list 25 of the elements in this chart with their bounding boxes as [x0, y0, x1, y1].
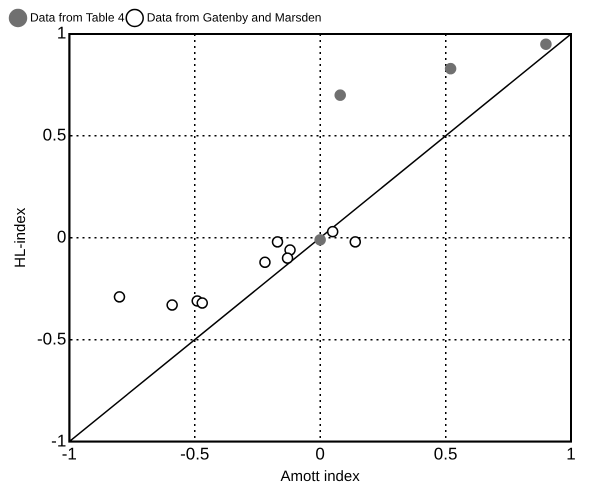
y-axis-title: HL-index — [12, 207, 30, 268]
y-tick-label: 0.5 — [42, 126, 66, 145]
y-tick-label: -1 — [51, 431, 66, 450]
point — [334, 89, 346, 101]
x-tick-label: 0 — [315, 444, 325, 464]
point — [282, 252, 294, 264]
legend-label: Data from Table 4 — [30, 10, 125, 24]
point — [272, 236, 284, 248]
x-tick-label: 0.5 — [434, 444, 458, 464]
x-tick-label: 1 — [566, 444, 576, 464]
y-tick-label: 0 — [56, 227, 66, 246]
point — [314, 234, 326, 246]
point — [114, 291, 126, 303]
point — [166, 299, 178, 311]
x-tick-label: -0.5 — [180, 444, 210, 464]
point — [326, 226, 338, 238]
point — [196, 297, 208, 309]
point — [444, 62, 456, 74]
y-tick-label: 1 — [56, 24, 66, 43]
x-axis-title: Amott index — [280, 468, 360, 486]
point — [350, 236, 362, 248]
y-tick-label: -0.5 — [36, 329, 66, 348]
legend-label: Data from Gatenby and Marsden — [146, 10, 322, 24]
point — [540, 38, 552, 50]
point — [259, 256, 271, 268]
